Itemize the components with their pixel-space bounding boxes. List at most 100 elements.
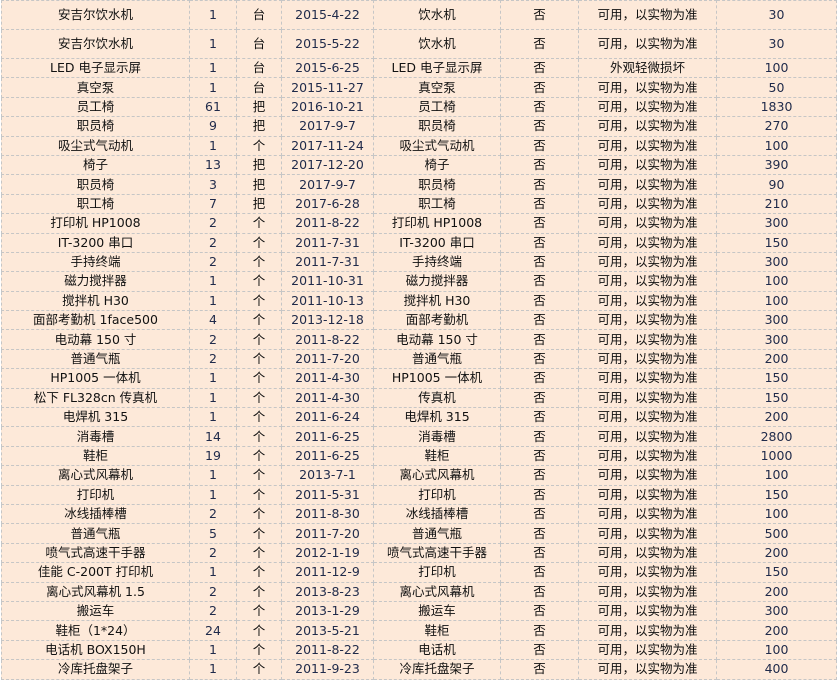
cell-item-name[interactable]: 消毒槽 [1,426,190,447]
cell-unit[interactable]: 台 [236,0,282,30]
cell-unit[interactable]: 个 [236,329,282,350]
cell-value[interactable]: 100 [716,57,837,79]
cell-purchase-date[interactable]: 2013-5-21 [281,620,374,641]
cell-value[interactable]: 1000 [716,445,837,467]
cell-unit[interactable]: 个 [236,387,282,409]
cell-condition[interactable]: 可用，以实物为准 [578,465,717,486]
cell-category[interactable]: 真空泵 [373,77,501,98]
cell-quantity[interactable]: 61 [189,96,237,118]
cell-flag[interactable]: 否 [500,251,579,273]
cell-category[interactable]: 电焊机 315 [373,407,501,428]
cell-condition[interactable]: 可用，以实物为准 [578,29,717,59]
cell-category[interactable]: IT-3200 串口 [373,232,501,253]
cell-unit[interactable]: 个 [236,562,282,583]
cell-condition[interactable]: 可用，以实物为准 [578,484,717,505]
cell-quantity[interactable]: 2 [189,232,237,253]
cell-flag[interactable]: 否 [500,484,579,505]
cell-unit[interactable]: 个 [236,348,282,370]
cell-unit[interactable]: 个 [236,523,282,544]
cell-quantity[interactable]: 2 [189,213,237,234]
cell-item-name[interactable]: 手持终端 [1,251,190,273]
cell-flag[interactable]: 否 [500,174,579,195]
cell-unit[interactable]: 个 [236,503,282,525]
cell-unit[interactable]: 台 [236,29,282,59]
cell-category[interactable]: 磁力搅拌器 [373,271,501,292]
cell-category[interactable]: 吸尘式气动机 [373,135,501,156]
cell-category[interactable]: 搅拌机 H30 [373,290,501,312]
cell-item-name[interactable]: 冰线插棒槽 [1,503,190,525]
cell-unit[interactable]: 个 [236,600,282,622]
cell-unit[interactable]: 个 [236,407,282,428]
cell-condition[interactable]: 可用，以实物为准 [578,659,717,680]
cell-quantity[interactable]: 2 [189,348,237,370]
cell-unit[interactable]: 个 [236,213,282,234]
cell-category[interactable]: 冷库托盘架子 [373,659,501,680]
cell-item-name[interactable]: 搅拌机 H30 [1,290,190,312]
cell-purchase-date[interactable]: 2015-5-22 [281,29,374,59]
cell-category[interactable]: 职员椅 [373,174,501,195]
cell-value[interactable]: 100 [716,290,837,312]
cell-category[interactable]: 消毒槽 [373,426,501,447]
cell-category[interactable]: 面部考勤机 [373,310,501,331]
cell-purchase-date[interactable]: 2013-12-18 [281,310,374,331]
cell-unit[interactable]: 把 [236,174,282,195]
cell-purchase-date[interactable]: 2011-12-9 [281,562,374,583]
cell-category[interactable]: 打印机 [373,484,501,505]
cell-unit[interactable]: 个 [236,368,282,389]
cell-flag[interactable]: 否 [500,29,579,59]
cell-condition[interactable]: 可用，以实物为准 [578,368,717,389]
cell-condition[interactable]: 可用，以实物为准 [578,251,717,273]
cell-value[interactable]: 100 [716,135,837,156]
cell-purchase-date[interactable]: 2015-4-22 [281,0,374,30]
cell-value[interactable]: 200 [716,620,837,641]
cell-unit[interactable]: 个 [236,290,282,312]
cell-value[interactable]: 300 [716,310,837,331]
cell-condition[interactable]: 可用，以实物为准 [578,620,717,641]
cell-flag[interactable]: 否 [500,387,579,409]
cell-category[interactable]: 离心式风幕机 [373,465,501,486]
cell-value[interactable]: 300 [716,213,837,234]
cell-condition[interactable]: 可用，以实物为准 [578,523,717,544]
cell-quantity[interactable]: 3 [189,174,237,195]
cell-value[interactable]: 90 [716,174,837,195]
cell-category[interactable]: 电话机 [373,639,501,661]
cell-unit[interactable]: 台 [236,57,282,79]
cell-condition[interactable]: 可用，以实物为准 [578,135,717,156]
cell-quantity[interactable]: 1 [189,0,237,30]
cell-value[interactable]: 50 [716,77,837,98]
cell-flag[interactable]: 否 [500,154,579,176]
cell-flag[interactable]: 否 [500,290,579,312]
cell-unit[interactable]: 把 [236,116,282,137]
cell-value[interactable]: 30 [716,29,837,59]
cell-unit[interactable]: 个 [236,484,282,505]
cell-item-name[interactable]: 离心式风幕机 1.5 [1,581,190,602]
cell-value[interactable]: 300 [716,251,837,273]
cell-unit[interactable]: 个 [236,465,282,486]
cell-category[interactable]: 员工椅 [373,96,501,118]
cell-category[interactable]: 鞋柜 [373,620,501,641]
cell-purchase-date[interactable]: 2011-7-20 [281,523,374,544]
cell-condition[interactable]: 可用，以实物为准 [578,193,717,215]
cell-purchase-date[interactable]: 2011-6-25 [281,445,374,467]
cell-quantity[interactable]: 1 [189,135,237,156]
cell-item-name[interactable]: 职工椅 [1,193,190,215]
cell-condition[interactable]: 可用，以实物为准 [578,77,717,98]
cell-unit[interactable]: 个 [236,426,282,447]
cell-value[interactable]: 100 [716,465,837,486]
cell-condition[interactable]: 可用，以实物为准 [578,96,717,118]
cell-category[interactable]: 椅子 [373,154,501,176]
cell-item-name[interactable]: 面部考勤机 1face500 [1,310,190,331]
cell-flag[interactable]: 否 [500,445,579,467]
cell-category[interactable]: 搬运车 [373,600,501,622]
cell-purchase-date[interactable]: 2011-8-22 [281,329,374,350]
cell-item-name[interactable]: 离心式风幕机 [1,465,190,486]
cell-item-name[interactable]: 打印机 HP1008 [1,213,190,234]
cell-item-name[interactable]: LED 电子显示屏 [1,57,190,79]
cell-unit[interactable]: 个 [236,445,282,467]
cell-value[interactable]: 400 [716,659,837,680]
cell-item-name[interactable]: 喷气式高速干手器 [1,542,190,564]
cell-item-name[interactable]: 安吉尔饮水机 [1,29,190,59]
cell-flag[interactable]: 否 [500,232,579,253]
cell-quantity[interactable]: 1 [189,562,237,583]
cell-unit[interactable]: 个 [236,639,282,661]
